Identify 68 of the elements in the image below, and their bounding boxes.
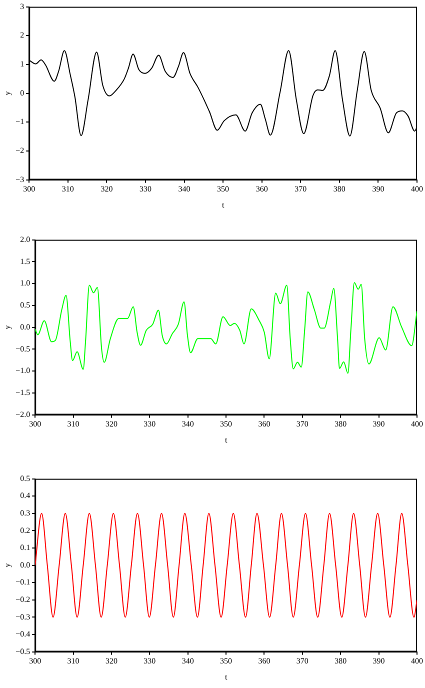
x-tick-label: 300 (29, 420, 42, 429)
y-axis-title: y (2, 91, 12, 96)
x-tick-label: 380 (333, 184, 346, 194)
x-tick-label: 340 (178, 184, 190, 194)
y-tick-label: −0.2 (16, 594, 30, 604)
y-axis-title: y (2, 325, 12, 330)
x-tick-label: 330 (144, 656, 156, 666)
y-tick-label: 0.3 (20, 508, 30, 518)
x-axis-title: t (222, 200, 225, 210)
x-tick-label: 340 (182, 656, 194, 666)
x-tick-label: 390 (372, 420, 385, 429)
x-tick-label: 350 (220, 420, 232, 429)
x-tick-label: 330 (139, 184, 152, 194)
y-tick-label: −2.0 (16, 410, 30, 419)
line-series (35, 282, 417, 374)
x-tick-label: 350 (220, 656, 232, 666)
y-tick-label: 0.0 (20, 560, 30, 570)
line-series (35, 512, 417, 618)
x-tick-label: 400 (411, 184, 423, 194)
y-tick-label: −3 (16, 174, 24, 184)
x-axis-title: t (224, 672, 228, 682)
x-tick-label: 380 (334, 656, 347, 666)
x-tick-label: 360 (258, 656, 270, 666)
x-tick-label: 400 (411, 420, 423, 429)
y-tick-label: −0.5 (16, 344, 30, 354)
x-tick-label: 370 (296, 420, 308, 429)
y-tick-label: 0.5 (20, 300, 30, 310)
y-axis-title: y (2, 563, 12, 568)
y-tick-label: 2 (20, 30, 24, 40)
x-tick-label: 390 (372, 656, 385, 666)
x-axis-title: t (224, 435, 228, 444)
x-tick-label: 350 (217, 184, 230, 194)
y-tick-label: 3 (20, 2, 24, 11)
x-tick-label: 360 (256, 184, 268, 194)
x-tick-label: 310 (62, 184, 74, 194)
x-tick-label: 370 (294, 184, 307, 194)
x-tick-label: 320 (100, 184, 113, 194)
y-tick-label: −0.3 (16, 612, 30, 622)
x-tick-label: 320 (105, 420, 118, 429)
y-tick-label: −0.5 (16, 646, 30, 656)
x-tick-label: 300 (29, 656, 42, 666)
y-tick-label: 0.2 (20, 526, 30, 535)
y-tick-label: −1 (16, 117, 24, 126)
y-tick-label: −1.5 (16, 388, 30, 398)
y-tick-label: −2 (16, 146, 24, 156)
y-tick-label: −1.0 (16, 366, 30, 376)
x-tick-label: 400 (411, 656, 423, 666)
y-tick-label: 0.0 (20, 322, 30, 332)
y-tick-label: 2.0 (20, 234, 30, 244)
y-tick-label: −0.4 (16, 630, 30, 639)
y-tick-label: 0.1 (20, 543, 30, 552)
y-tick-label: 1.5 (20, 256, 30, 266)
x-tick-label: 390 (372, 184, 384, 194)
x-tick-label: 310 (67, 656, 80, 666)
y-tick-label: 0.4 (20, 491, 30, 500)
x-tick-label: 340 (182, 420, 194, 429)
y-tick-label: 1.0 (20, 278, 30, 288)
y-tick-label: −0.1 (16, 578, 30, 587)
x-tick-label: 360 (258, 420, 270, 429)
x-tick-label: 320 (105, 656, 118, 666)
x-tick-label: 370 (296, 656, 308, 666)
x-tick-label: 310 (67, 420, 80, 429)
y-tick-label: 1 (20, 60, 24, 69)
x-tick-label: 330 (144, 420, 156, 429)
y-tick-label: 0 (20, 88, 24, 98)
y-tick-label: 0.5 (20, 474, 30, 483)
x-tick-label: 380 (334, 420, 347, 429)
x-tick-label: 300 (23, 184, 36, 194)
